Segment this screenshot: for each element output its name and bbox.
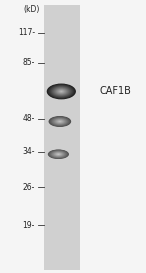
Ellipse shape (49, 116, 71, 127)
Text: (kD): (kD) (23, 5, 39, 14)
Ellipse shape (51, 117, 68, 126)
Text: 26-: 26- (23, 183, 35, 191)
Ellipse shape (48, 116, 71, 127)
Ellipse shape (50, 85, 72, 97)
Ellipse shape (49, 150, 68, 158)
Ellipse shape (55, 119, 65, 124)
Ellipse shape (59, 121, 61, 122)
Ellipse shape (54, 118, 66, 124)
Ellipse shape (55, 153, 61, 156)
Ellipse shape (55, 153, 62, 156)
Ellipse shape (48, 150, 69, 159)
Ellipse shape (53, 152, 63, 156)
Ellipse shape (50, 151, 66, 158)
Text: 117-: 117- (18, 28, 35, 37)
Text: 85-: 85- (23, 58, 35, 67)
Ellipse shape (58, 154, 59, 155)
Ellipse shape (57, 154, 60, 155)
Text: CAF1B: CAF1B (99, 87, 131, 96)
Bar (44, 5, 80, 270)
Ellipse shape (53, 118, 67, 125)
Ellipse shape (53, 87, 70, 96)
Ellipse shape (57, 153, 60, 155)
Ellipse shape (47, 84, 76, 99)
Ellipse shape (54, 87, 69, 96)
Ellipse shape (48, 84, 75, 99)
Ellipse shape (58, 90, 65, 93)
Ellipse shape (53, 118, 67, 125)
Ellipse shape (50, 117, 70, 126)
Ellipse shape (55, 119, 65, 124)
Ellipse shape (57, 120, 62, 123)
Ellipse shape (55, 88, 67, 95)
Ellipse shape (48, 150, 68, 159)
Ellipse shape (56, 89, 66, 94)
Text: 19-: 19- (23, 221, 35, 230)
Ellipse shape (51, 151, 66, 158)
Ellipse shape (57, 89, 66, 94)
Ellipse shape (59, 121, 61, 122)
Text: 34-: 34- (22, 147, 35, 156)
Ellipse shape (59, 90, 64, 93)
Ellipse shape (56, 153, 61, 155)
Ellipse shape (57, 120, 63, 123)
Ellipse shape (58, 120, 62, 123)
Ellipse shape (49, 85, 73, 98)
Ellipse shape (48, 84, 74, 99)
Ellipse shape (51, 117, 69, 126)
Ellipse shape (54, 88, 68, 95)
Ellipse shape (56, 120, 64, 123)
Ellipse shape (53, 152, 64, 157)
Ellipse shape (50, 150, 67, 158)
Ellipse shape (52, 86, 71, 97)
Ellipse shape (60, 91, 62, 92)
Ellipse shape (54, 152, 63, 156)
Ellipse shape (60, 91, 63, 92)
Ellipse shape (52, 151, 65, 157)
Text: 48-: 48- (23, 114, 35, 123)
Ellipse shape (52, 118, 68, 125)
Ellipse shape (52, 152, 65, 157)
Ellipse shape (51, 86, 72, 97)
